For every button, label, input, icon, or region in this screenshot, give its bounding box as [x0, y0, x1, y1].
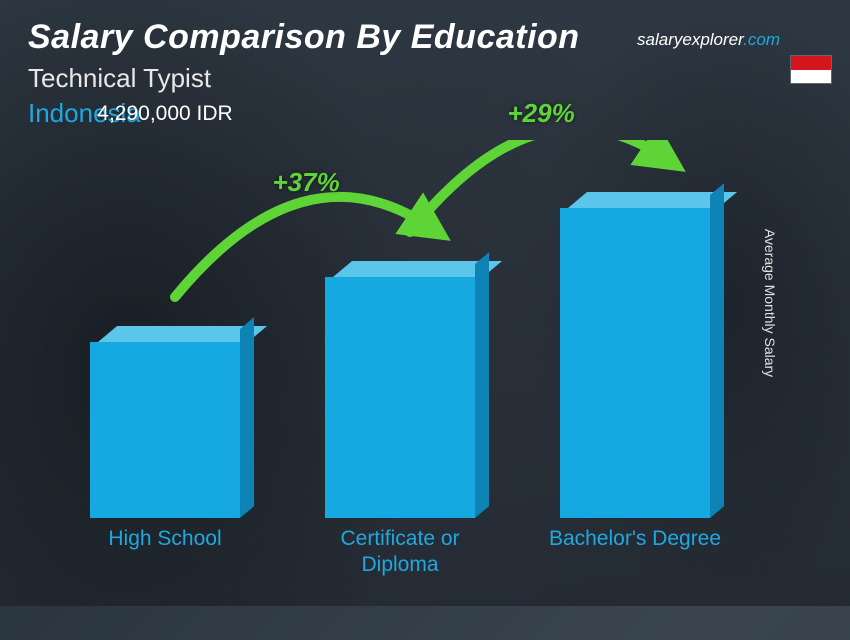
bar-front-face: [90, 342, 240, 518]
bar-category-label: Bachelor's Degree: [535, 526, 735, 552]
bar-side-face: [240, 317, 254, 518]
bar-group: 5,870,000 IDRCertificate or Diploma: [325, 261, 475, 518]
watermark-text: salaryexplorer: [637, 30, 743, 49]
flag-bottom-stripe: [791, 70, 831, 84]
bar-chart: 4,290,000 IDRHigh School 5,870,000 IDRCer…: [50, 140, 790, 576]
bar-category-label: High School: [65, 526, 265, 552]
bar-group: 4,290,000 IDRHigh School: [90, 326, 240, 518]
bar-value-label: 4,290,000 IDR: [55, 102, 275, 126]
bar-category-label: Certificate or Diploma: [300, 526, 500, 579]
bar-group: 7,550,000 IDRBachelor's Degree: [560, 192, 710, 518]
bar: [90, 326, 240, 518]
bar-front-face: [325, 277, 475, 518]
bar-front-face: [560, 208, 710, 518]
watermark: salaryexplorer.com: [637, 30, 780, 50]
job-subtitle: Technical Typist: [28, 63, 822, 94]
flag-indonesia: [790, 55, 832, 84]
bar-side-face: [475, 252, 489, 518]
watermark-domain: .com: [743, 30, 780, 49]
increase-label: +37%: [273, 167, 340, 198]
bar: [560, 192, 710, 518]
flag-top-stripe: [791, 56, 831, 70]
bar-side-face: [710, 183, 724, 518]
increase-label: +29%: [508, 98, 575, 129]
bar: [325, 261, 475, 518]
